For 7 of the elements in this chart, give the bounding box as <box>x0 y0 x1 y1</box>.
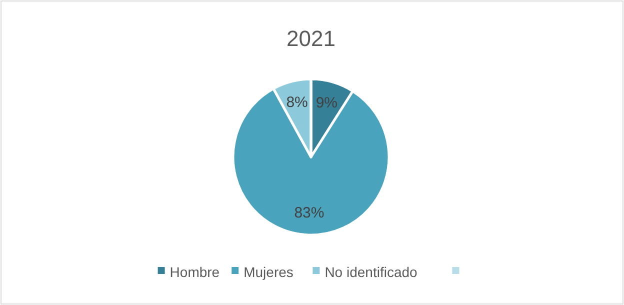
legend-label: Mujeres <box>244 264 294 280</box>
legend-label: No identificado <box>324 264 418 280</box>
data-label: 9% <box>316 94 338 112</box>
chart-title: 2021 <box>286 26 336 51</box>
data-label: 8% <box>286 94 308 112</box>
legend-label: Hombre <box>170 264 220 280</box>
data-label: 83% <box>294 204 324 222</box>
